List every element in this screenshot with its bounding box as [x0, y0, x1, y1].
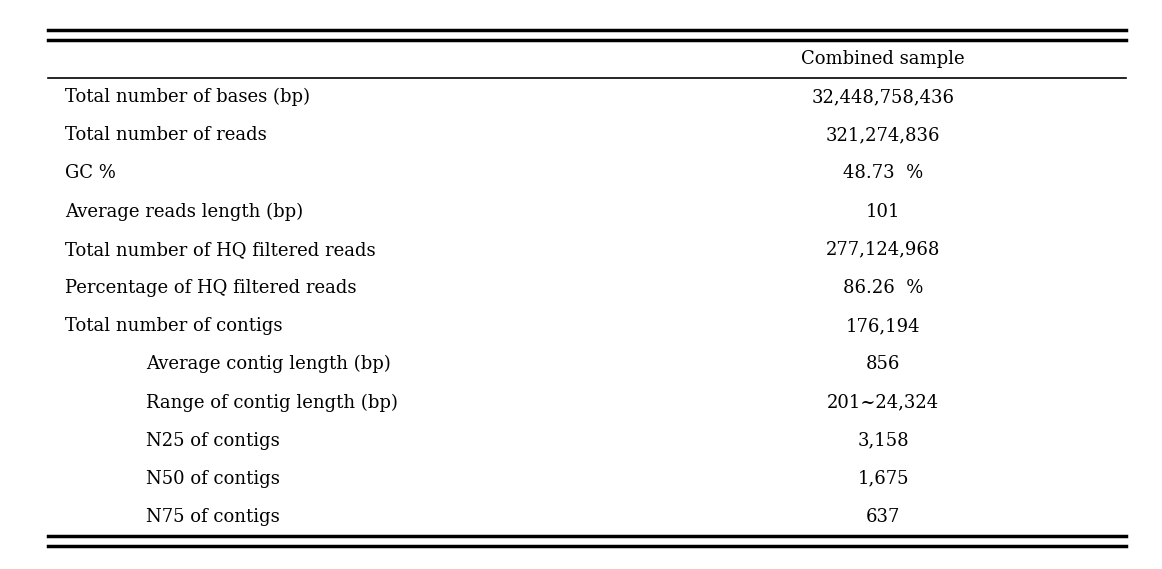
Text: 856: 856 [866, 355, 901, 373]
Text: Total number of bases (bp): Total number of bases (bp) [65, 88, 310, 106]
Text: Combined sample: Combined sample [802, 50, 966, 68]
Text: 32,448,758,436: 32,448,758,436 [812, 88, 955, 106]
Text: 277,124,968: 277,124,968 [826, 241, 940, 259]
Text: Average reads length (bp): Average reads length (bp) [65, 203, 303, 221]
Text: Total number of HQ filtered reads: Total number of HQ filtered reads [65, 241, 375, 259]
Text: N25 of contigs: N25 of contigs [146, 432, 280, 450]
Text: 176,194: 176,194 [846, 317, 920, 335]
Text: Total number of contigs: Total number of contigs [65, 317, 282, 335]
Text: N50 of contigs: N50 of contigs [146, 470, 280, 488]
Text: 48.73  %: 48.73 % [844, 164, 924, 183]
Text: Average contig length (bp): Average contig length (bp) [146, 355, 392, 373]
Text: GC %: GC % [65, 164, 116, 183]
Text: 3,158: 3,158 [858, 432, 909, 450]
Text: Total number of reads: Total number of reads [65, 126, 267, 145]
Text: 86.26  %: 86.26 % [844, 279, 924, 297]
Text: 321,274,836: 321,274,836 [826, 126, 940, 145]
Text: N75 of contigs: N75 of contigs [146, 508, 280, 526]
Text: 637: 637 [866, 508, 901, 526]
Text: 1,675: 1,675 [858, 470, 909, 488]
Text: Range of contig length (bp): Range of contig length (bp) [146, 393, 399, 411]
Text: Percentage of HQ filtered reads: Percentage of HQ filtered reads [65, 279, 357, 297]
Text: 101: 101 [866, 203, 901, 221]
Text: 201~24,324: 201~24,324 [827, 394, 939, 411]
